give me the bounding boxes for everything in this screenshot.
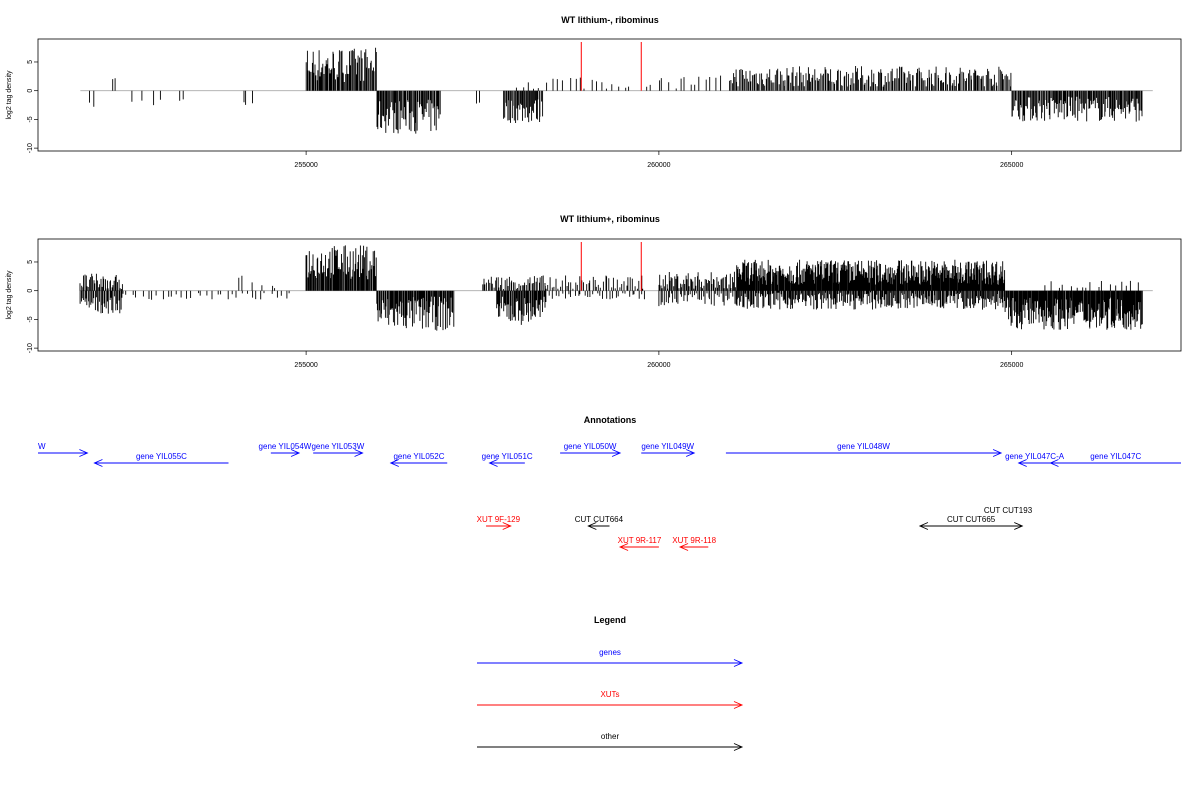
- feature-label: gene YIL047C: [1090, 452, 1141, 461]
- feature-label: XUT 9F-129: [477, 515, 521, 524]
- annotations-title: Annotations: [584, 415, 637, 425]
- track-panel-lithium-minus: WT lithium-, ribominus log2 tag density …: [6, 15, 1182, 169]
- legend-label: genes: [599, 648, 621, 657]
- feature-arrow: [678, 543, 709, 551]
- legend-label: other: [601, 732, 620, 741]
- feature-arrow: [38, 449, 89, 457]
- feature-label: gene YIL052C: [393, 452, 444, 461]
- feature-arrow: [93, 459, 229, 467]
- x-tick-label: 260000: [647, 162, 670, 169]
- feature-label: CUT CUT665: [947, 515, 996, 524]
- plot-frame-lithium-minus: [37, 38, 1182, 152]
- marker-lines-lithium-plus: [580, 242, 642, 291]
- x-tick-label: 255000: [294, 362, 317, 369]
- legend-arrow: [477, 659, 744, 667]
- x-tick-label: 265000: [1000, 362, 1023, 369]
- y-tick-label: 0: [27, 89, 34, 93]
- feature-label: gene YIL054W: [259, 442, 312, 451]
- track-title-lithium-minus: WT lithium-, ribominus: [561, 15, 659, 25]
- feature-label: gene YIL047C-A: [1005, 452, 1065, 461]
- feature-arrow: [725, 449, 1003, 457]
- plot-frame-lithium-plus: [37, 238, 1182, 352]
- feature-arrow: [641, 449, 696, 457]
- feature-arrow: [486, 522, 512, 530]
- y-tick-label: -10: [27, 343, 34, 353]
- tag-density-bars: [79, 245, 1143, 331]
- track-title-lithium-plus: WT lithium+, ribominus: [560, 214, 660, 224]
- feature-label: gene YIL051C: [482, 452, 533, 461]
- legend-panel: Legend genes XUTs other: [477, 615, 744, 751]
- legend-arrow: [477, 743, 744, 751]
- y-axis-label-lithium-minus: log2 tag density: [6, 70, 13, 120]
- x-tick-label: 255000: [294, 162, 317, 169]
- y-axis-lithium-plus: -10 -5 0 5: [27, 260, 38, 353]
- y-tick-label: -5: [27, 316, 34, 322]
- feature-arrow: [1049, 459, 1181, 467]
- y-tick-label: -10: [27, 143, 34, 153]
- x-tick-label: 265000: [1000, 162, 1023, 169]
- feature-label: XUT 9R-117: [618, 536, 662, 545]
- y-tick-label: 5: [27, 260, 34, 264]
- density-bars-lithium-plus: [79, 245, 1143, 331]
- legend-title: Legend: [594, 615, 626, 625]
- y-axis-label-lithium-plus: log2 tag density: [6, 270, 13, 320]
- feature-arrow: [270, 449, 301, 457]
- feature-arrow: [1017, 459, 1051, 467]
- feature-label: gene YIL055C: [136, 452, 187, 461]
- feature-arrow: [313, 449, 364, 457]
- x-tick-label: 260000: [647, 362, 670, 369]
- x-axis-lithium-minus: 255000 260000 265000: [294, 151, 1023, 169]
- feature-arrow: [389, 459, 448, 467]
- feature-arrow: [488, 459, 525, 467]
- feature-label: XUT 9R-118: [672, 536, 716, 545]
- feature-label: gene YIL053W: [311, 442, 364, 451]
- y-tick-label: 0: [27, 289, 34, 293]
- feature-label: gene YIL050W: [564, 442, 617, 451]
- legend-entries: genes XUTs other: [477, 648, 744, 751]
- feature-arrow: [560, 449, 622, 457]
- y-axis-lithium-minus: -10 -5 0 5: [27, 60, 38, 153]
- legend-label: XUTs: [600, 690, 619, 699]
- feature-arrow: [587, 522, 610, 530]
- y-tick-label: 5: [27, 60, 34, 64]
- marker-lines-lithium-minus: [580, 42, 642, 91]
- density-bars-lithium-minus: [89, 47, 1143, 134]
- feature-label: CUT CUT193: [984, 506, 1033, 515]
- y-tick-label: -5: [27, 116, 34, 122]
- track-panel-lithium-plus: WT lithium+, ribominus log2 tag density …: [6, 214, 1182, 369]
- feature-label: gene YIL048W: [837, 442, 890, 451]
- x-axis-lithium-plus: 255000 260000 265000: [294, 351, 1023, 369]
- feature-label: W: [38, 442, 46, 451]
- feature-label: CUT CUT664: [575, 515, 624, 524]
- legend-arrow: [477, 701, 744, 709]
- feature-arrow: [618, 543, 659, 551]
- feature-arrow: [918, 522, 1023, 530]
- tag-density-bars: [89, 47, 1143, 134]
- feature-label: gene YIL049W: [641, 442, 694, 451]
